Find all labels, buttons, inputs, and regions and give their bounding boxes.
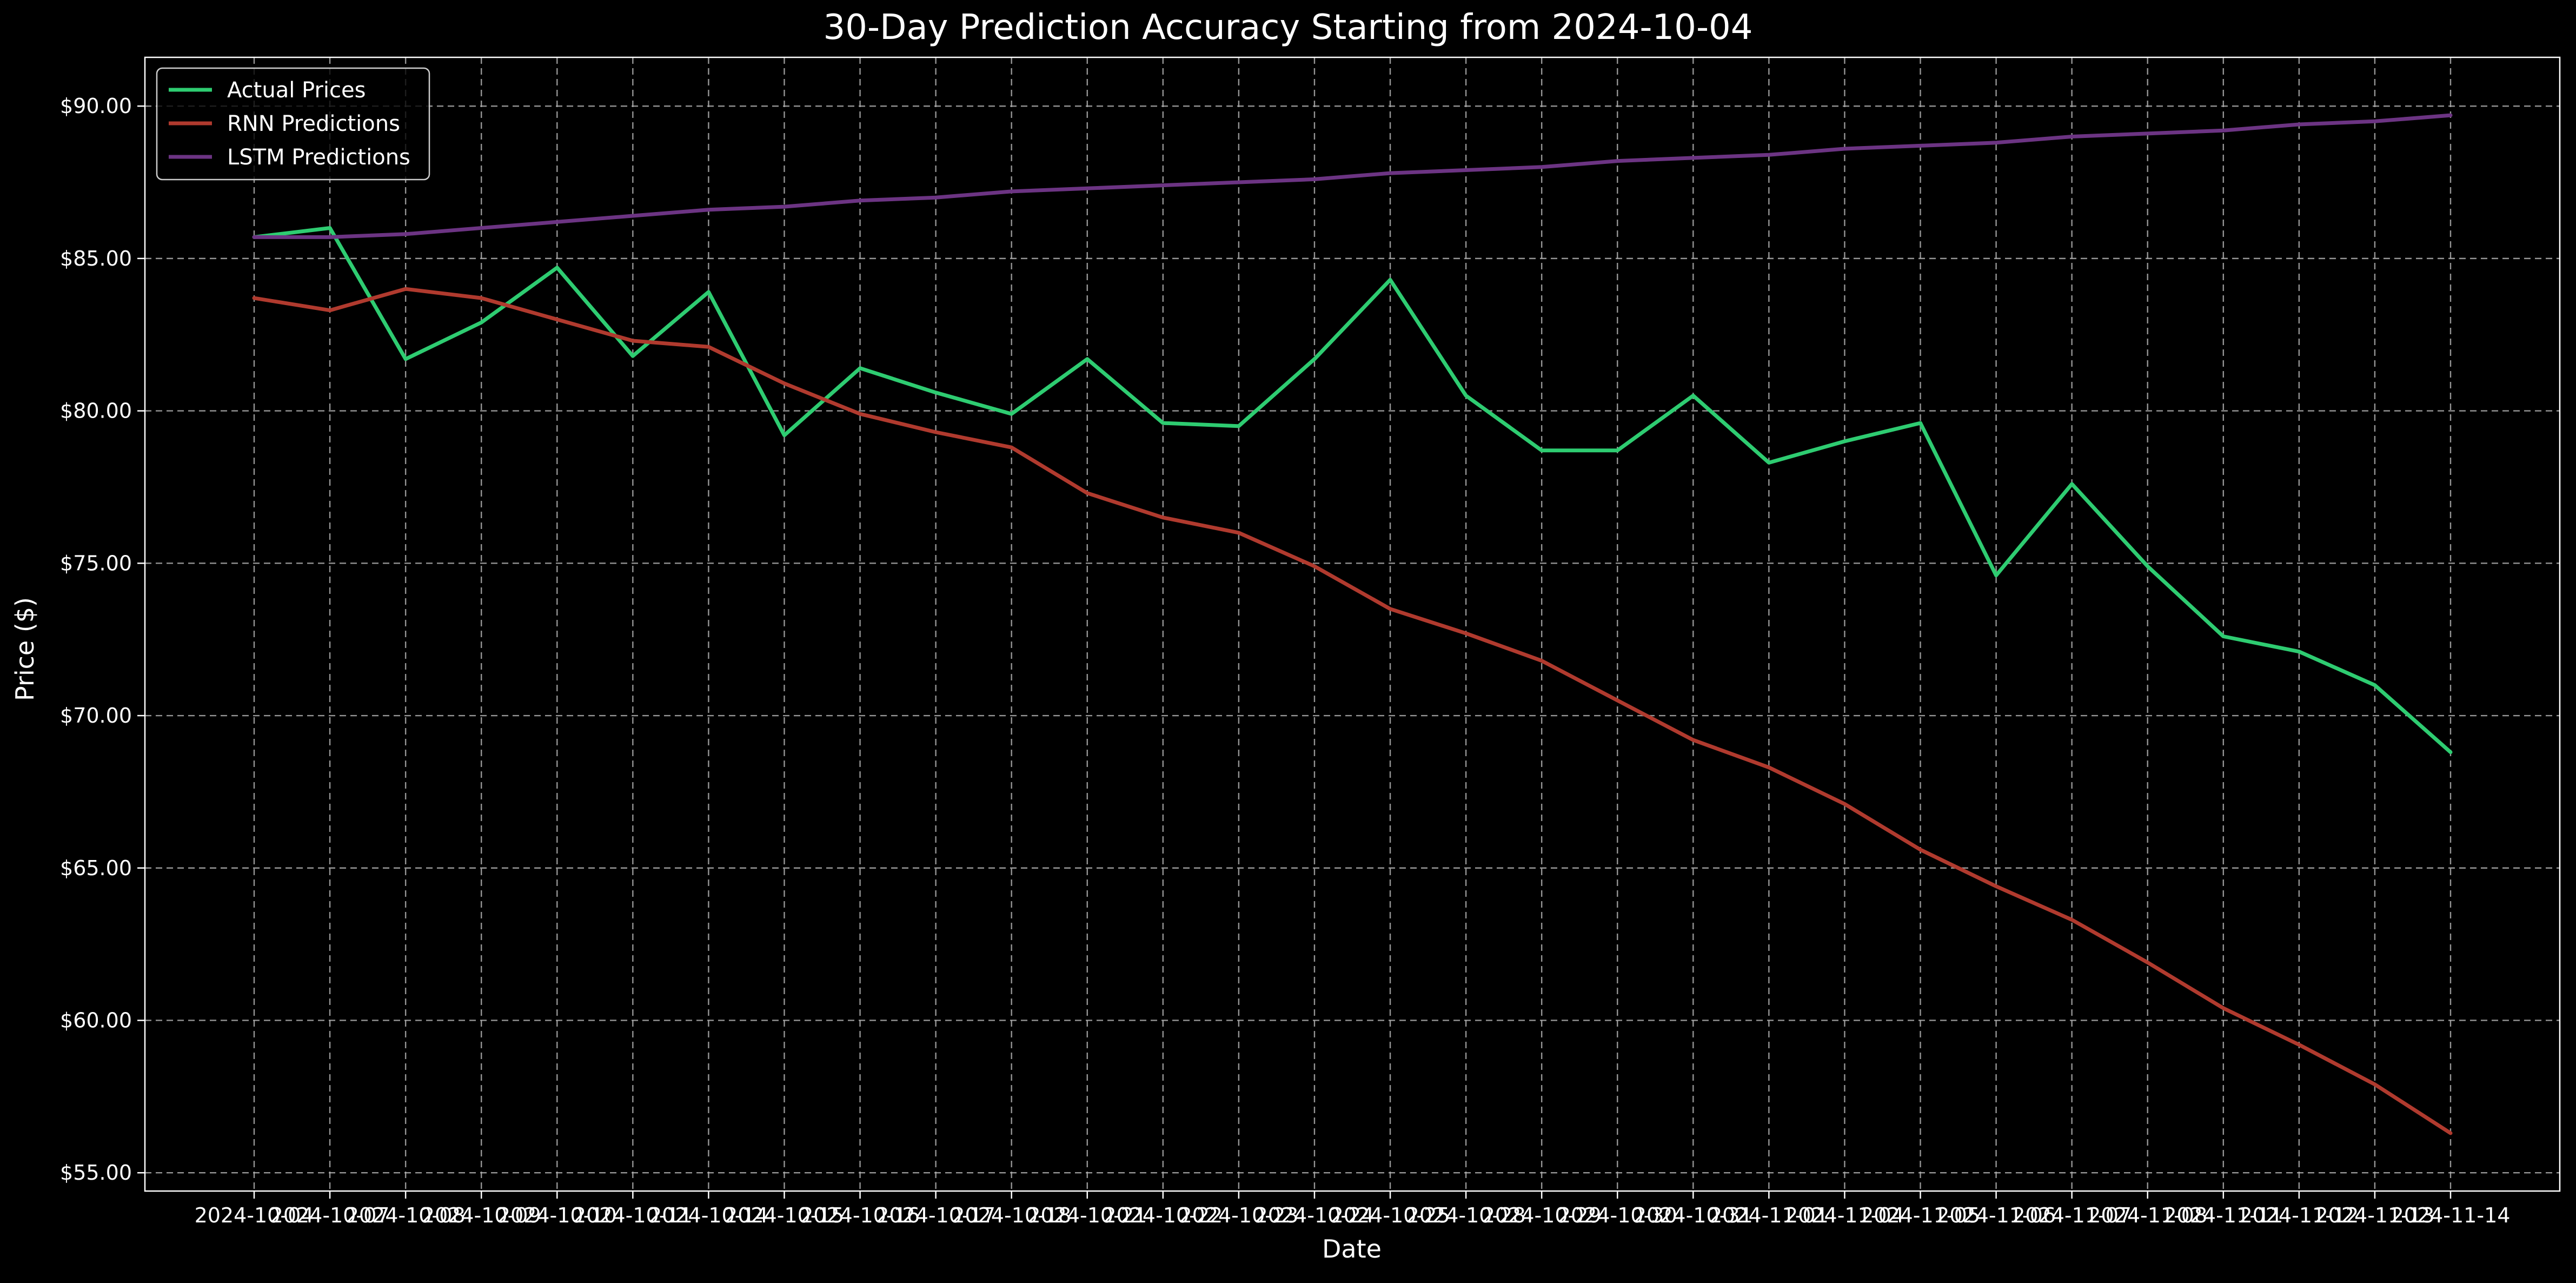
legend: Actual Prices RNN Predictions LSTM Predict… xyxy=(156,67,430,181)
x-tick-label: 2024-10-24 xyxy=(1255,1203,1375,1227)
x-tick-label: 2024-10-31 xyxy=(1634,1203,1753,1227)
x-tick-label: 2024-10-11 xyxy=(573,1203,693,1227)
x-tick-label: 2024-11-06 xyxy=(1936,1203,2056,1227)
legend-label: LSTM Predictions xyxy=(227,145,410,170)
y-tick-label: $70.00 xyxy=(60,704,132,728)
y-axis-label: Price ($) xyxy=(10,597,39,701)
x-tick-label: 2024-10-08 xyxy=(346,1203,466,1227)
x-tick-label: 2024-11-01 xyxy=(1709,1203,1829,1227)
x-tick-label: 2024-10-15 xyxy=(725,1203,844,1227)
x-tick-label: 2024-10-16 xyxy=(800,1203,920,1227)
x-tick-label: 2024-10-29 xyxy=(1482,1203,1602,1227)
x-tick-label: 2024-10-09 xyxy=(422,1203,541,1227)
series-line-actual-prices xyxy=(252,226,2453,755)
y-tick-label: $65.00 xyxy=(60,856,132,880)
series-line-lstm-predictions xyxy=(252,113,2453,239)
x-tick-label: 2024-11-11 xyxy=(2163,1203,2283,1227)
x-tick-label: 2024-10-30 xyxy=(1558,1203,1677,1227)
x-tick-label: 2024-10-14 xyxy=(649,1203,768,1227)
legend-label: RNN Predictions xyxy=(227,111,400,136)
x-tick-label: 2024-11-04 xyxy=(1785,1203,1904,1227)
x-tick-label: 2024-10-21 xyxy=(1027,1203,1147,1227)
series-line-rnn-predictions xyxy=(252,287,2453,1135)
y-tick-label: $75.00 xyxy=(60,551,132,575)
x-axis-label: Date xyxy=(1322,1234,1382,1264)
y-tick-label: $90.00 xyxy=(60,94,132,118)
x-tick-label: 2024-10-23 xyxy=(1179,1203,1298,1227)
x-tick-label: 2024-10-04 xyxy=(195,1203,314,1227)
x-tick-label: 2024-11-07 xyxy=(2012,1203,2132,1227)
x-tick-label: 2024-10-10 xyxy=(497,1203,617,1227)
y-tick-label: $85.00 xyxy=(60,247,132,270)
plot-frame xyxy=(144,56,2561,1192)
x-tick-label: 2024-11-13 xyxy=(2315,1203,2435,1227)
x-tick-label: 2024-11-08 xyxy=(2088,1203,2207,1227)
y-tick-label: $55.00 xyxy=(60,1161,132,1185)
x-tick-label: 2024-11-05 xyxy=(1861,1203,1980,1227)
series-lines xyxy=(252,113,2453,1135)
x-tick-label: 2024-11-12 xyxy=(2239,1203,2359,1227)
x-tick-label: 2024-10-22 xyxy=(1103,1203,1223,1227)
legend-box xyxy=(156,67,430,181)
grid xyxy=(145,57,2560,1191)
y-tick-label: $60.00 xyxy=(60,1008,132,1032)
axes: $55.00 $60.00 $65.00 $70.00 $75.00 $80.00 $85.… xyxy=(60,56,2561,1227)
x-tick-label: 2024-10-07 xyxy=(270,1203,390,1227)
y-tick-label: $80.00 xyxy=(60,399,132,423)
x-tick-label: 2024-11-14 xyxy=(2391,1203,2511,1227)
x-tick-label: 2024-10-17 xyxy=(876,1203,995,1227)
x-tick-label: 2024-10-25 xyxy=(1331,1203,1450,1227)
legend-label: Actual Prices xyxy=(227,78,366,103)
chart-title: 30-Day Prediction Accuracy Starting from… xyxy=(824,8,1753,48)
x-tick-label: 2024-10-18 xyxy=(952,1203,1071,1227)
x-tick-label: 2024-10-28 xyxy=(1406,1203,1526,1227)
